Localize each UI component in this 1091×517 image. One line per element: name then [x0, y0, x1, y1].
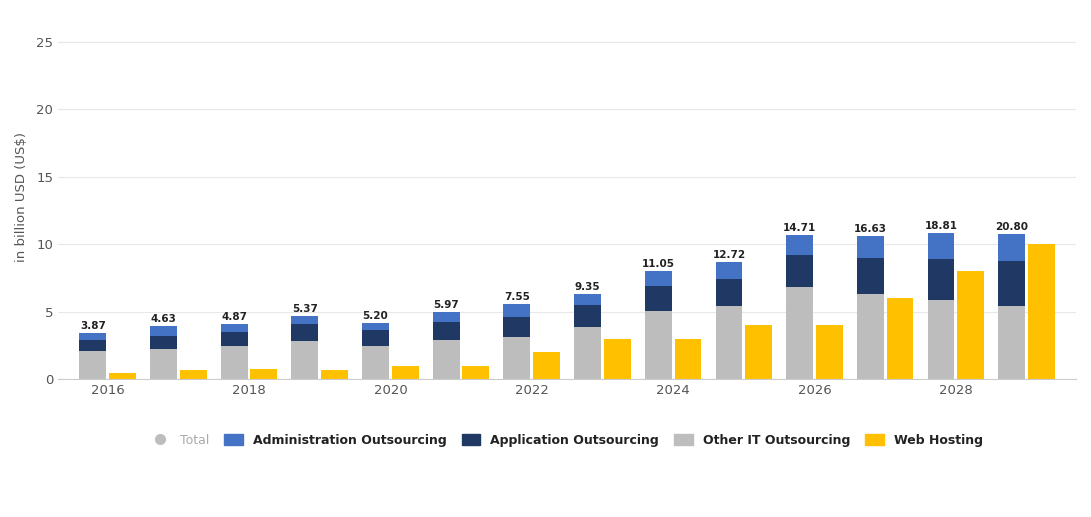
Bar: [674, 339, 702, 379]
Bar: [574, 327, 601, 379]
Y-axis label: in billion USD (US$): in billion USD (US$): [15, 132, 28, 262]
Bar: [856, 236, 884, 258]
Text: 5.37: 5.37: [292, 305, 317, 314]
Bar: [151, 349, 177, 379]
Bar: [927, 259, 955, 299]
Text: 4.87: 4.87: [221, 312, 248, 323]
Legend: Total, Administration Outsourcing, Application Outsourcing, Other IT Outsourcing: Total, Administration Outsourcing, Appli…: [145, 428, 990, 453]
Bar: [80, 340, 106, 351]
Text: 9.35: 9.35: [575, 282, 600, 292]
Text: 12.72: 12.72: [712, 250, 745, 260]
Bar: [1028, 245, 1055, 379]
Bar: [220, 332, 248, 346]
Bar: [998, 261, 1026, 307]
Bar: [362, 330, 389, 345]
Bar: [220, 324, 248, 332]
Bar: [787, 287, 813, 379]
Bar: [787, 255, 813, 287]
Bar: [392, 366, 419, 379]
Bar: [362, 345, 389, 379]
Bar: [716, 262, 742, 279]
Bar: [856, 258, 884, 294]
Bar: [603, 339, 631, 379]
Text: 20.80: 20.80: [995, 222, 1028, 232]
Bar: [291, 324, 319, 341]
Bar: [645, 311, 672, 379]
Bar: [433, 340, 459, 379]
Bar: [887, 298, 913, 379]
Bar: [291, 341, 319, 379]
Text: 18.81: 18.81: [924, 221, 958, 232]
Bar: [220, 346, 248, 379]
Bar: [957, 271, 984, 379]
Bar: [321, 370, 348, 379]
Bar: [80, 351, 106, 379]
Bar: [645, 286, 672, 311]
Bar: [645, 271, 672, 286]
Bar: [80, 333, 106, 340]
Bar: [787, 235, 813, 255]
Bar: [151, 326, 177, 336]
Bar: [574, 294, 601, 305]
Text: 14.71: 14.71: [783, 223, 816, 233]
Bar: [716, 279, 742, 306]
Bar: [463, 366, 490, 379]
Bar: [433, 312, 459, 322]
Bar: [362, 323, 389, 330]
Bar: [503, 338, 530, 379]
Bar: [856, 294, 884, 379]
Bar: [533, 352, 560, 379]
Text: 5.97: 5.97: [433, 300, 459, 310]
Bar: [927, 234, 955, 259]
Bar: [109, 373, 136, 379]
Text: 3.87: 3.87: [80, 321, 106, 331]
Bar: [574, 305, 601, 327]
Bar: [503, 305, 530, 316]
Bar: [998, 234, 1026, 261]
Bar: [291, 316, 319, 324]
Bar: [927, 299, 955, 379]
Text: 7.55: 7.55: [504, 293, 530, 302]
Bar: [251, 369, 277, 379]
Bar: [433, 322, 459, 340]
Text: 16.63: 16.63: [854, 224, 887, 234]
Bar: [151, 336, 177, 349]
Bar: [816, 325, 842, 379]
Bar: [180, 370, 206, 379]
Text: 5.20: 5.20: [362, 311, 388, 321]
Bar: [716, 306, 742, 379]
Text: 4.63: 4.63: [151, 314, 177, 324]
Text: 11.05: 11.05: [642, 258, 674, 269]
Bar: [745, 325, 772, 379]
Bar: [503, 316, 530, 338]
Bar: [998, 307, 1026, 379]
